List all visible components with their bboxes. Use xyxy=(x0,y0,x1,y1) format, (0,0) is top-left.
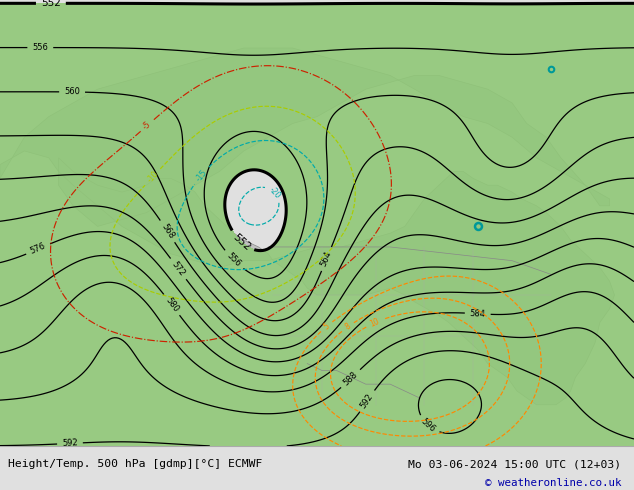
Text: Mo 03-06-2024 15:00 UTC (12+03): Mo 03-06-2024 15:00 UTC (12+03) xyxy=(408,459,621,469)
Text: 5: 5 xyxy=(322,321,332,332)
Text: 592: 592 xyxy=(359,392,375,410)
Polygon shape xyxy=(0,48,614,405)
Text: 564: 564 xyxy=(320,250,333,268)
Text: 8: 8 xyxy=(343,322,353,332)
Text: -15: -15 xyxy=(194,168,209,183)
Text: -10: -10 xyxy=(145,170,160,185)
Text: 568: 568 xyxy=(159,222,176,241)
Text: 584: 584 xyxy=(470,309,486,318)
Text: 10: 10 xyxy=(369,317,381,329)
Text: -5: -5 xyxy=(141,120,153,131)
Text: © weatheronline.co.uk: © weatheronline.co.uk xyxy=(485,478,621,488)
Text: 588: 588 xyxy=(342,370,359,388)
Text: 572: 572 xyxy=(170,260,186,278)
Text: Height/Temp. 500 hPa [gdmp][°C] ECMWF: Height/Temp. 500 hPa [gdmp][°C] ECMWF xyxy=(8,459,262,469)
Text: 552: 552 xyxy=(231,232,252,252)
Text: -20: -20 xyxy=(267,185,282,200)
Text: 576: 576 xyxy=(29,242,48,256)
Text: 596: 596 xyxy=(419,417,437,434)
Text: 560: 560 xyxy=(64,87,80,97)
Text: 556: 556 xyxy=(225,251,242,269)
Text: 592: 592 xyxy=(62,439,78,448)
Text: 552: 552 xyxy=(41,0,61,8)
Text: 556: 556 xyxy=(32,43,48,52)
Text: 580: 580 xyxy=(164,296,180,314)
